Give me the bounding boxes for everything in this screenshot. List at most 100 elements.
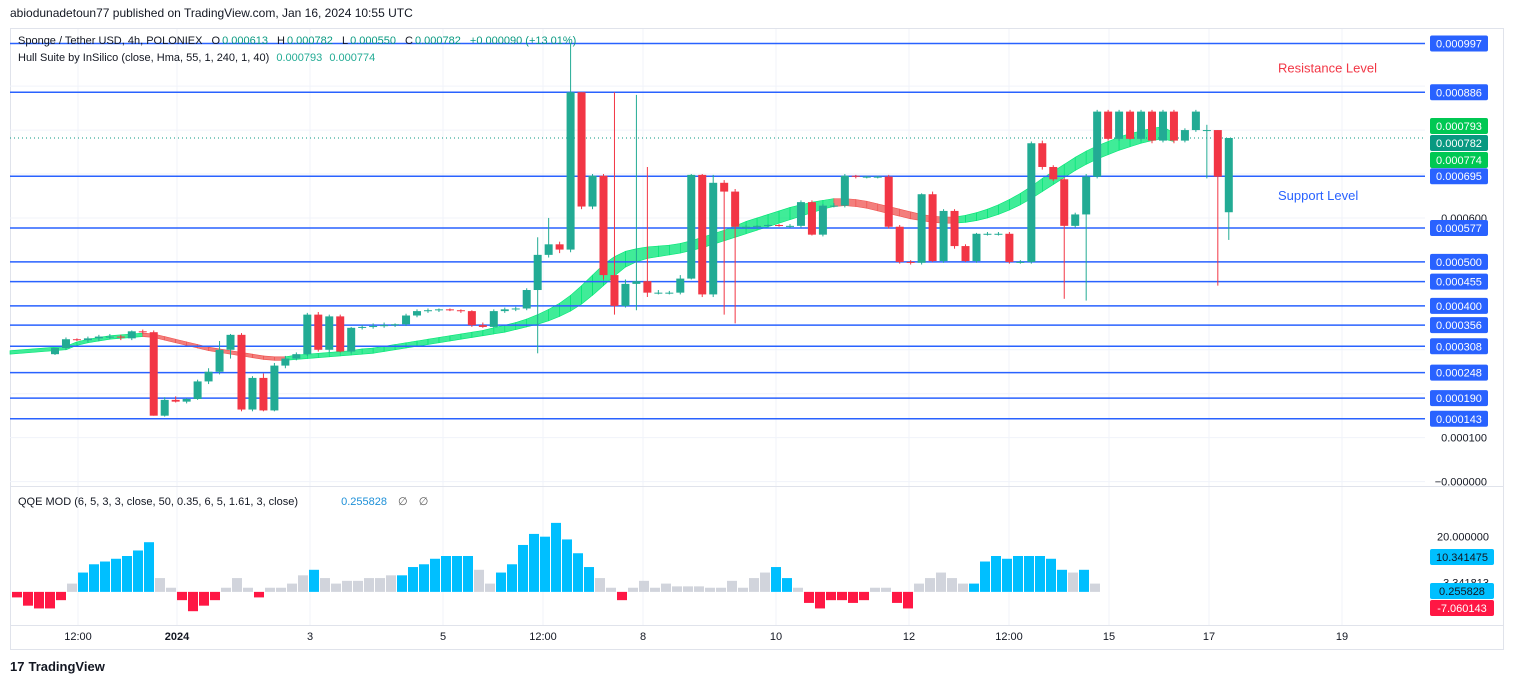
time-tick: 2024 (165, 631, 190, 643)
candle-body (182, 398, 191, 402)
qqe-bar (199, 591, 209, 606)
time-tick: 12 (903, 631, 915, 643)
hull-segment (372, 345, 385, 354)
candle-body (643, 281, 652, 293)
candle-body (972, 233, 981, 262)
level-tag-bg (1430, 410, 1488, 427)
tradingview-brand[interactable]: 17 TradingView (10, 659, 105, 674)
qqe-bar (452, 556, 462, 592)
qqe-tag: 0.255828 (1439, 586, 1485, 598)
candle-body (1082, 176, 1091, 215)
level-tag: 0.000143 (1436, 414, 1482, 426)
candle-body (1071, 214, 1080, 226)
candle-body (215, 349, 224, 372)
candle-body (709, 182, 718, 295)
qqe-bar (188, 591, 198, 612)
level-tag-bg (1430, 168, 1488, 185)
qqe-bar (606, 587, 616, 592)
time-tick: 3 (307, 631, 313, 643)
qqe-bar (672, 586, 682, 592)
candle-body (818, 205, 827, 235)
level-tag-bg (1430, 253, 1488, 270)
hull-segment (647, 245, 659, 259)
high-label: H (277, 35, 285, 47)
price-tag-bg (1430, 135, 1488, 151)
candle-body (347, 327, 356, 352)
qqe-bar (936, 572, 946, 592)
qqe-bar (166, 587, 176, 592)
candle-body (687, 174, 696, 279)
qqe-bar (353, 580, 363, 592)
high-value: 0.000782 (286, 35, 333, 47)
time-tick: 12:00 (64, 631, 92, 643)
qqe-bar (518, 544, 528, 592)
qqe-bar (89, 564, 99, 592)
qqe-bar (507, 564, 517, 592)
candle-body (1180, 130, 1189, 141)
candle-body (599, 175, 608, 276)
qqe-title: QQE MOD (6, 5, 3, 3, close, 50, 0.35, 6,… (18, 496, 299, 508)
qqe-bar (1079, 569, 1089, 592)
time-axis: 12:00 2024 3 5 12:00 8 10 12 12:00 15 17 19 (64, 631, 1348, 643)
qqe-bar (727, 580, 737, 592)
qqe-bar (859, 591, 869, 601)
level-tag: 0.000248 (1436, 368, 1482, 380)
price-tag-bg (1430, 118, 1488, 134)
hull-segment (614, 250, 626, 277)
level-tag-bg (1430, 390, 1488, 407)
hull-segment (471, 330, 484, 338)
qqe-bar (23, 591, 33, 606)
qqe-bar (705, 587, 715, 592)
candle-body (665, 292, 674, 294)
qqe-bar (771, 567, 781, 592)
qqe-bar (430, 558, 440, 592)
hull-segment (361, 347, 374, 355)
qqe-bar (617, 591, 627, 601)
time-tick: 15 (1103, 631, 1115, 643)
qqe-bar (67, 583, 77, 592)
qqe-bar (694, 586, 704, 592)
hull-segment (767, 210, 780, 228)
qqe-bar (111, 558, 121, 592)
qqe-bar (1035, 556, 1045, 592)
qqe-bar (144, 542, 154, 592)
price-tag: 0.000782 (1436, 138, 1482, 150)
qqe-bar (485, 583, 495, 592)
candle-body (796, 202, 805, 226)
tradingview-logo-icon: 17 (10, 659, 25, 674)
candle-body (1093, 111, 1102, 177)
candle-body (237, 334, 246, 410)
qqe-bar (782, 578, 792, 592)
candle-body (1005, 233, 1014, 262)
level-tag-bg (1430, 338, 1488, 355)
qqe-bar (441, 556, 451, 592)
hull-segment (1074, 150, 1087, 172)
qqe-bar (12, 591, 22, 598)
qqe-bar (661, 583, 671, 592)
level-tag-bg (1430, 35, 1488, 52)
qqe-bar (980, 561, 990, 592)
hull-segment (427, 337, 440, 345)
hull-segment (625, 248, 637, 268)
qqe-bar (1002, 558, 1012, 592)
hull-segment (778, 206, 791, 224)
close-value: 0.000782 (414, 35, 461, 47)
qqe-bar (78, 572, 88, 592)
candle-body (456, 310, 465, 312)
change-value: +0.000090 (+13.01%) (469, 35, 577, 47)
candle-body (270, 365, 279, 411)
qqe-bar (529, 533, 539, 592)
hull-segment (504, 322, 517, 333)
qqe-bar (793, 587, 803, 592)
candle-body (248, 377, 257, 410)
time-tick: 8 (640, 631, 646, 643)
price-tick: 0.000100 (1441, 433, 1487, 445)
hull-segment (416, 338, 429, 347)
qqe-bar (100, 561, 110, 592)
candle-body (785, 225, 794, 227)
candle-body (577, 92, 586, 207)
time-tick: 10 (770, 631, 782, 643)
level-tag: 0.000695 (1436, 171, 1482, 183)
qqe-bar (551, 522, 561, 592)
